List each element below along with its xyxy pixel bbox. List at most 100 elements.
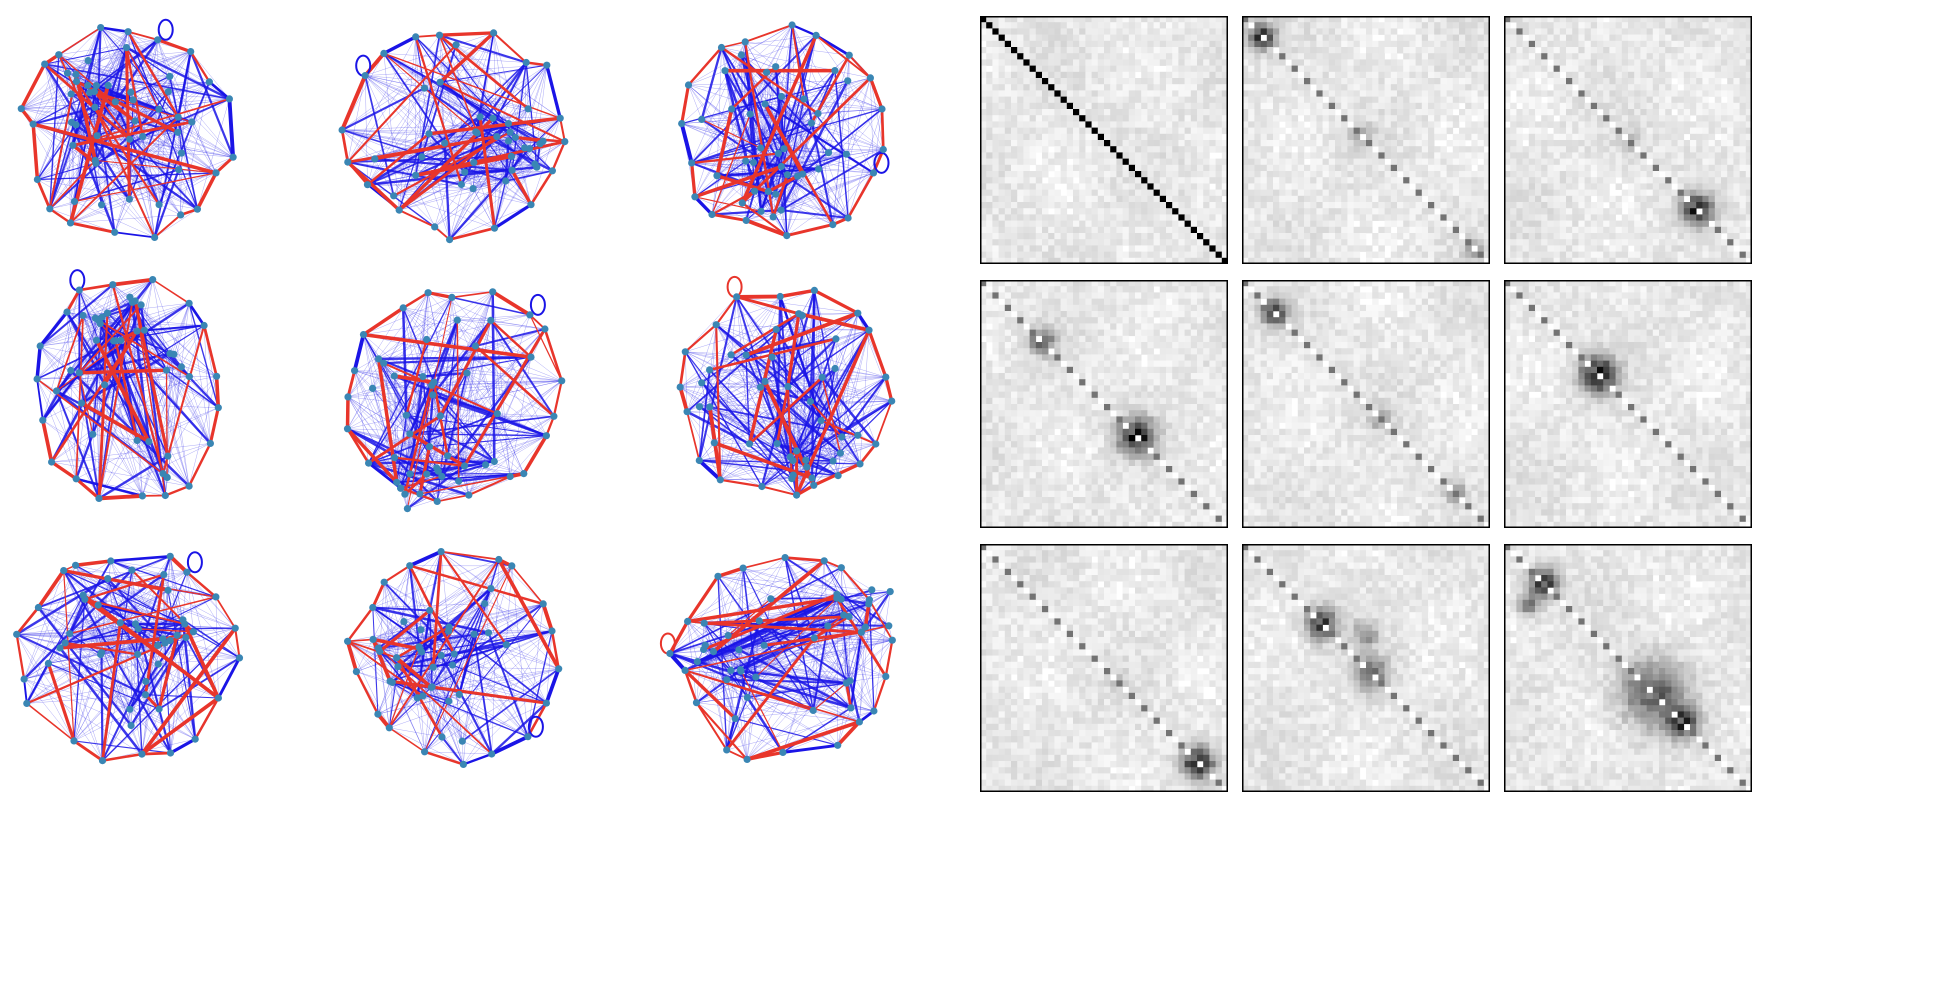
edge [437, 494, 469, 503]
edge [342, 129, 497, 137]
edge [396, 415, 441, 483]
edge [362, 306, 405, 337]
edge [377, 682, 393, 715]
edge [36, 378, 93, 435]
edge [432, 393, 498, 415]
edge [779, 296, 823, 421]
edge [837, 453, 841, 476]
edge [699, 442, 715, 461]
node [786, 453, 794, 461]
heatmap-cell [1060, 34, 1068, 42]
edge [72, 31, 129, 146]
edge [541, 603, 554, 632]
edge [75, 559, 112, 568]
heatmap-cell [1066, 47, 1074, 54]
heatmap-cell [1166, 22, 1173, 29]
edge [424, 565, 513, 753]
edge [137, 628, 172, 754]
heatmap-cell [1178, 40, 1185, 48]
node [103, 309, 111, 317]
edge [49, 207, 72, 224]
edge [771, 174, 789, 218]
edge [726, 749, 748, 761]
node [126, 135, 134, 143]
edge [379, 651, 418, 699]
heatmap-cell [1004, 47, 1012, 54]
node [872, 440, 880, 448]
edge [429, 320, 458, 447]
node [419, 373, 427, 381]
node [450, 650, 458, 658]
node [724, 631, 732, 640]
node [666, 649, 674, 658]
node [52, 387, 61, 395]
edge [704, 621, 862, 634]
node [490, 457, 498, 466]
node [777, 162, 785, 171]
heatmap-cell [1122, 28, 1130, 35]
edge [726, 678, 847, 685]
node [116, 619, 124, 627]
edge [384, 582, 399, 667]
edge [378, 297, 453, 360]
edge [463, 328, 547, 467]
edge [115, 324, 205, 342]
edge [420, 559, 499, 630]
edge [36, 378, 44, 421]
node [885, 622, 893, 630]
node [484, 629, 493, 637]
edge [782, 743, 838, 754]
edge [79, 352, 171, 374]
edge [37, 145, 74, 180]
node [126, 293, 134, 301]
node [91, 156, 99, 164]
edge [126, 47, 179, 133]
edge [98, 604, 160, 710]
edge [371, 581, 386, 609]
node [131, 297, 139, 305]
node [738, 199, 746, 207]
heatmap-cell [1141, 40, 1148, 48]
node [525, 145, 533, 153]
edge [356, 671, 393, 683]
node [94, 601, 102, 609]
graph-2-3 [676, 275, 896, 499]
heatmap-cell [1079, 40, 1086, 48]
edge [821, 376, 877, 445]
edge [704, 623, 729, 636]
node [469, 185, 477, 193]
node [854, 431, 862, 439]
node [739, 564, 747, 572]
node [406, 430, 414, 438]
edge [775, 328, 861, 465]
edge [527, 603, 544, 737]
node [504, 120, 512, 128]
edge [125, 47, 160, 110]
edge [372, 606, 442, 657]
heatmap-cell [1104, 47, 1111, 54]
node [17, 105, 25, 113]
edge [70, 91, 169, 224]
edge [705, 645, 860, 723]
edge [489, 319, 532, 358]
node [41, 60, 49, 68]
edge [783, 148, 884, 150]
edge [859, 330, 870, 464]
heatmap-cell [1029, 47, 1037, 54]
edge [669, 567, 744, 654]
edge [432, 668, 559, 688]
edge [457, 319, 547, 436]
edge [793, 313, 858, 476]
node [508, 166, 516, 174]
heatmap-cell [1079, 16, 1086, 23]
edge [688, 84, 702, 120]
edge [835, 338, 876, 445]
node [487, 316, 495, 324]
heatmap-cell [1085, 40, 1092, 48]
edge [449, 226, 495, 241]
heatmap-cell [986, 16, 993, 23]
node [173, 631, 181, 639]
node [448, 293, 456, 301]
node [154, 36, 162, 44]
matrix-heatmaps-panel [960, 0, 1960, 1008]
